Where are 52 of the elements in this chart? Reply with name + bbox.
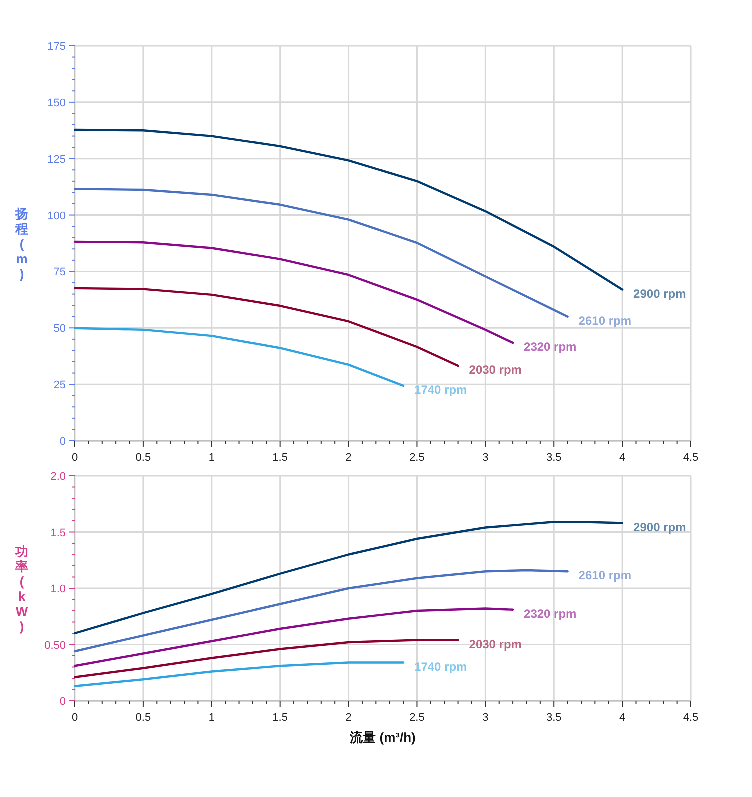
x-axis-title: 流量 (m³/h) bbox=[349, 730, 416, 745]
line-series bbox=[74, 188, 569, 318]
x-tick-label: 1 bbox=[208, 452, 215, 464]
x-tick-label: 4.5 bbox=[683, 452, 699, 464]
x-tick-label: 2 bbox=[346, 712, 352, 724]
y-tick-label: 0 bbox=[60, 436, 66, 448]
y-tick-label: 75 bbox=[54, 266, 66, 279]
x-tick-label: 4.5 bbox=[683, 712, 699, 724]
series-label: 2030 rpm bbox=[469, 637, 522, 652]
x-tick-label: 3.5 bbox=[546, 452, 562, 464]
line-series bbox=[74, 128, 624, 291]
series-label: 2030 rpm bbox=[469, 363, 522, 378]
x-tick-label: 4 bbox=[619, 452, 626, 464]
x-tick-label: 1.5 bbox=[272, 452, 288, 464]
x-tick-label: 1 bbox=[208, 712, 215, 724]
series-label: 1740 rpm bbox=[414, 382, 468, 397]
series-label: 2320 rpm bbox=[524, 340, 577, 354]
x-tick-label: 2.5 bbox=[410, 712, 425, 724]
x-tick-label: 3 bbox=[482, 452, 489, 464]
x-tick-label: 0.5 bbox=[136, 712, 152, 724]
x-tick-label: 0 bbox=[72, 452, 78, 464]
y-tick-label: 25 bbox=[54, 380, 66, 392]
y-tick-label: 1.5 bbox=[50, 527, 66, 540]
y-axis-title: 功率 (kW) bbox=[14, 544, 29, 634]
series-label: 2610 rpm bbox=[578, 314, 632, 328]
y-tick-label: 0 bbox=[60, 696, 66, 708]
y-tick-label: 125 bbox=[48, 154, 66, 166]
line-series bbox=[74, 240, 514, 344]
x-tick-label: 3 bbox=[482, 712, 489, 724]
x-tick-label: 2.5 bbox=[410, 452, 425, 464]
y-tick-label: 175 bbox=[48, 41, 66, 53]
y-tick-label: 1.0 bbox=[50, 584, 66, 596]
x-tick-label: 0 bbox=[72, 712, 78, 724]
y-tick-label: 2.0 bbox=[50, 471, 66, 483]
line-series bbox=[74, 287, 460, 368]
series-label: 2320 rpm bbox=[524, 606, 577, 621]
series-label: 1740 rpm bbox=[414, 660, 468, 674]
series-label: 2900 rpm bbox=[634, 520, 686, 534]
x-tick-label: 3.5 bbox=[546, 712, 562, 724]
x-tick-label: 4 bbox=[619, 712, 626, 724]
x-tick-label: 0.5 bbox=[136, 452, 152, 464]
series-label: 2900 rpm bbox=[634, 286, 686, 301]
y-tick-label: 0.50 bbox=[44, 640, 66, 652]
y-tick-label: 100 bbox=[48, 210, 66, 222]
line-series bbox=[74, 662, 405, 688]
x-tick-label: 1.5 bbox=[272, 712, 288, 724]
series-label: 2610 rpm bbox=[578, 568, 632, 583]
y-tick-label: 150 bbox=[48, 97, 66, 110]
y-tick-label: 50 bbox=[54, 323, 66, 336]
x-tick-label: 2 bbox=[346, 452, 352, 464]
line-series bbox=[74, 327, 405, 388]
y-axis-title: 扬程 (m) bbox=[14, 206, 28, 282]
